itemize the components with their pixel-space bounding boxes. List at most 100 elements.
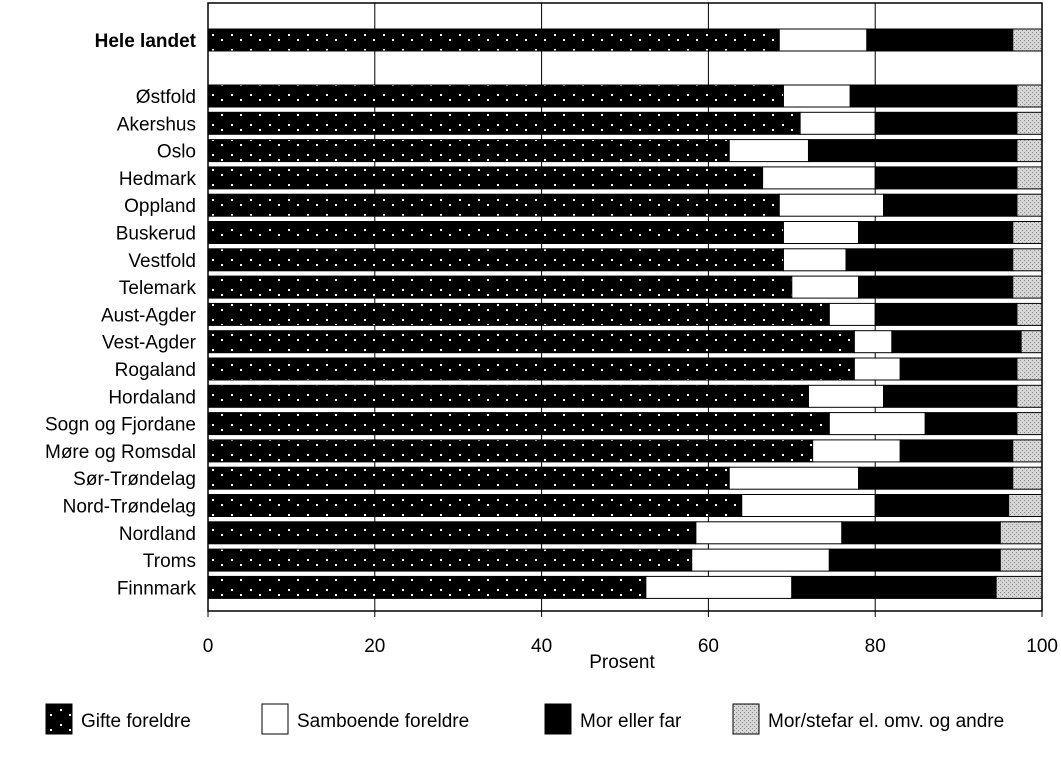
bar-segment: [1012, 466, 1043, 490]
legend-label: Mor eller far: [580, 711, 682, 732]
bar-segment: [899, 357, 1018, 381]
bar-segment: [1012, 275, 1043, 299]
bar-segment: [799, 111, 876, 135]
bar-segment: [849, 84, 1018, 108]
bar-segment: [1016, 384, 1043, 408]
category-label: Vestfold: [128, 251, 196, 272]
bar-segment: [207, 357, 855, 381]
bar-row: [207, 384, 1043, 408]
bar-segment: [828, 302, 876, 326]
bar-segment: [782, 248, 847, 272]
bar-segment: [874, 166, 1018, 190]
category-label: Hordaland: [108, 387, 196, 408]
bar-segment: [762, 166, 876, 190]
bar-segment: [845, 248, 1014, 272]
category-label: Nordland: [119, 524, 196, 545]
bar-row: [207, 111, 1043, 135]
bar-row: [207, 548, 1043, 572]
plot-frame-border: [207, 2, 1043, 612]
bar-segment: [1016, 111, 1043, 135]
legend-swatch: [45, 703, 73, 735]
legend-swatch: [732, 703, 760, 735]
x-tick-label: 100: [1026, 636, 1058, 657]
bar-segment: [1012, 28, 1043, 52]
bar-segment: [883, 193, 1018, 217]
bar-segment: [207, 139, 730, 163]
bar-segment: [841, 521, 1001, 545]
legend-item: Samboende foreldre: [261, 703, 469, 735]
bar-row: [207, 275, 1043, 299]
bar-segment: [207, 166, 764, 190]
bar-segment: [1008, 494, 1043, 517]
bar-segment: [828, 412, 926, 436]
legend-swatch: [544, 703, 572, 735]
bar-segment: [207, 28, 780, 52]
bar-segment: [207, 330, 855, 354]
bar-segment: [999, 521, 1043, 545]
x-axis-title: Prosent: [589, 652, 655, 673]
bar-row: [207, 302, 1043, 326]
bar-segment: [207, 494, 743, 517]
bar-segment: [1012, 248, 1043, 272]
legend-swatch: [261, 703, 289, 735]
bar-row: [207, 248, 1043, 272]
bar-segment: [874, 494, 1010, 517]
legend: Gifte foreldre Samboende foreldre Mor elle…: [45, 703, 1004, 735]
bar-segment: [866, 28, 1014, 52]
bar-segment: [791, 275, 860, 299]
bar-segment: [695, 521, 843, 545]
bar-segment: [883, 384, 1018, 408]
bars: [207, 28, 1043, 599]
bar-segment: [691, 548, 830, 572]
bar-segment: [778, 28, 868, 52]
category-label: Troms: [143, 551, 196, 572]
legend-item: Mor eller far: [544, 703, 682, 735]
bar-segment: [1012, 439, 1043, 463]
bar-segment: [1020, 330, 1043, 354]
bar-segment: [645, 575, 793, 599]
x-tick-label: 0: [203, 636, 214, 657]
category-label: Buskerud: [116, 224, 196, 245]
bar-segment: [807, 139, 1018, 163]
bar-segment: [1016, 166, 1043, 190]
bar-row: [207, 466, 1043, 490]
category-label: Nord-Trøndelag: [63, 497, 196, 518]
category-label: Hedmark: [119, 169, 197, 190]
category-label: Aust-Agder: [101, 305, 197, 326]
bar-row: [207, 330, 1043, 354]
legend-label: Samboende foreldre: [297, 711, 469, 732]
category-label: Møre og Romsdal: [45, 442, 196, 463]
bar-segment: [1016, 357, 1043, 381]
bar-segment: [207, 412, 830, 436]
bar-segment: [1016, 193, 1043, 217]
bar-segment: [207, 302, 830, 326]
bar-segment: [207, 221, 784, 244]
bar-segment: [858, 466, 1014, 490]
x-tick-label: 40: [531, 636, 552, 657]
legend-label: Mor/stefar el. omv. og andre: [768, 711, 1004, 732]
bar-segment: [782, 221, 860, 244]
bar-row: [207, 412, 1043, 436]
category-label: Vest-Agder: [102, 333, 197, 354]
category-label: Telemark: [119, 278, 197, 299]
bar-row: [207, 494, 1043, 517]
legend-item: Mor/stefar el. omv. og andre: [732, 703, 1004, 735]
bar-segment: [207, 575, 647, 599]
bar-segment: [791, 575, 997, 599]
category-label: Hele landet: [95, 31, 197, 52]
plot-border: [207, 2, 1043, 612]
bar-segment: [999, 548, 1043, 572]
category-label: Sør-Trøndelag: [73, 469, 196, 490]
bar-row: [207, 439, 1043, 463]
bar-row: [207, 221, 1043, 244]
bar-segment: [828, 548, 1001, 572]
x-tick-label: 60: [698, 636, 719, 657]
bar-segment: [207, 193, 780, 217]
legend-label: Gifte foreldre: [81, 711, 191, 732]
bar-segment: [1016, 412, 1043, 436]
bar-segment: [207, 84, 784, 108]
bar-segment: [874, 111, 1018, 135]
bar-segment: [207, 111, 801, 135]
bar-segment: [807, 384, 885, 408]
bar-segment: [812, 439, 901, 463]
